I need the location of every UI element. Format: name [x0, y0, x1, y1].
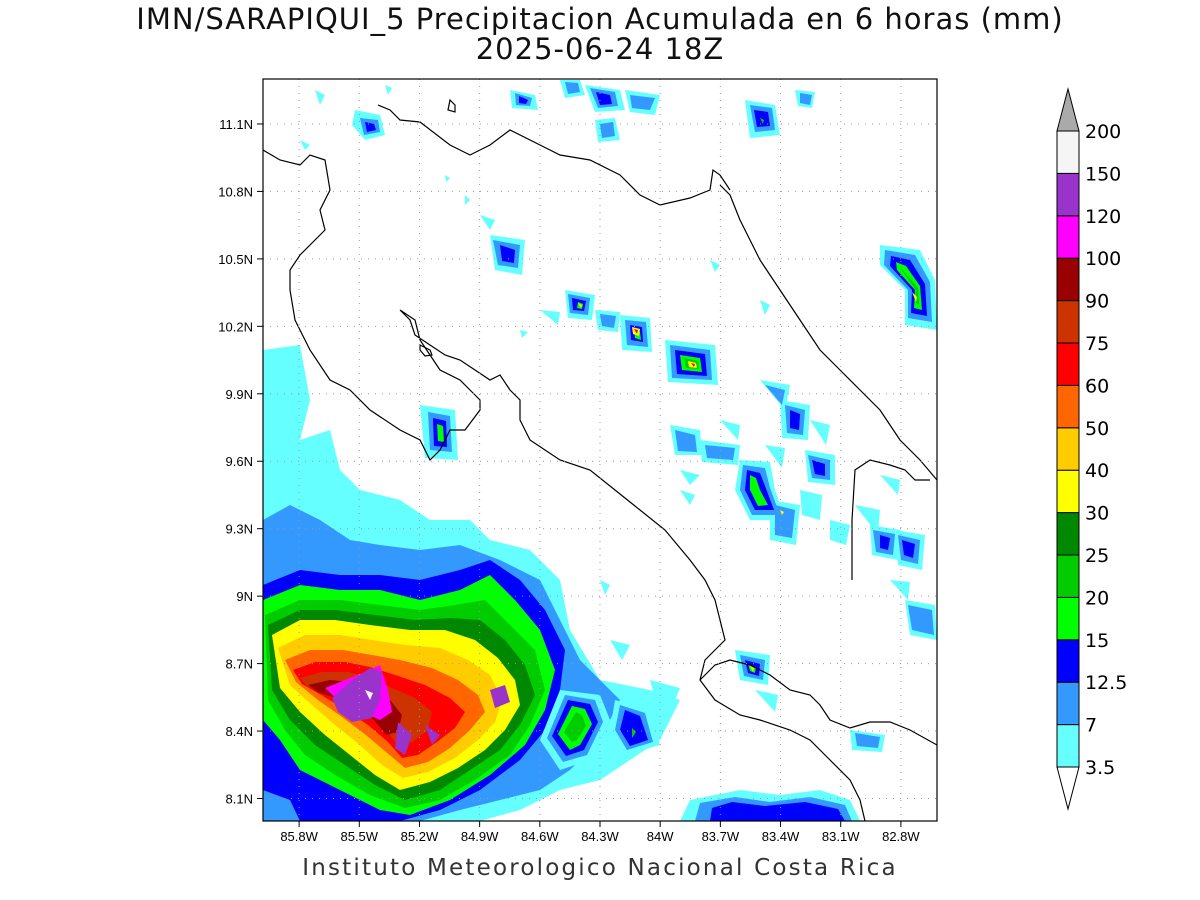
colorbar-under-arrow — [1056, 766, 1080, 811]
coastline-borders — [263, 98, 937, 821]
lat-tick-label: 8.4N — [226, 724, 253, 739]
map-subtitle: 2025-06-24 18Z — [475, 32, 725, 66]
colorbar-label: 60 — [1085, 375, 1109, 397]
colorbar-label: 3.5 — [1085, 757, 1115, 779]
colorbar-segment — [1056, 469, 1080, 514]
lat-tick-label: 11.1N — [219, 117, 253, 132]
lat-tick-label: 9.9N — [226, 387, 253, 402]
precip-contour-150 — [350, 685, 378, 712]
lon-tick-label: 83.7W — [702, 829, 740, 844]
footer-credit: Instituto Meteorologico Nacional Costa R… — [302, 855, 898, 881]
colorbar-segment — [1056, 681, 1080, 726]
map-gridlines — [263, 79, 937, 821]
lon-tick-label: 85.5W — [340, 829, 378, 844]
colorbar-label: 15 — [1085, 630, 1109, 652]
colorbar-over-arrow — [1056, 87, 1080, 132]
colorbar-label: 120 — [1085, 206, 1121, 228]
lat-tick-label: 8.7N — [226, 657, 253, 672]
colorbar-label: 12.5 — [1085, 672, 1127, 694]
colorbar-label: 7 — [1085, 715, 1097, 737]
scattered-cells — [300, 80, 937, 821]
colorbar-segment — [1056, 257, 1080, 302]
colorbar-label: 50 — [1085, 418, 1109, 440]
lat-tick-label: 10.8N — [218, 184, 253, 199]
colorbar-label: 75 — [1085, 333, 1109, 355]
colorbar-label: 200 — [1085, 121, 1121, 143]
colorbar-segment — [1056, 384, 1080, 429]
colorbar-segment — [1056, 172, 1080, 217]
colorbar-label: 20 — [1085, 587, 1109, 609]
panama-border — [851, 459, 930, 580]
colorbar-label: 25 — [1085, 545, 1109, 567]
colorbar-label: 90 — [1085, 291, 1109, 313]
nicaragua-border — [377, 104, 731, 206]
precipitation-field — [263, 80, 937, 821]
colorbar-segment — [1056, 215, 1080, 259]
colorbar-label: 100 — [1085, 248, 1121, 270]
lat-tick-label: 8.1N — [226, 792, 253, 807]
lat-tick-label: 9.3N — [226, 522, 253, 537]
caribbean-coast — [719, 184, 937, 481]
lon-tick-label: 83.4W — [762, 829, 800, 844]
lon-axis: 85.8W 85.5W 85.2W 84.9W 84.6W 84.3W 84W 83.7W 83… — [280, 821, 920, 844]
colorbar: 3.5 7 12.5 15 20 25 30 40 50 60 75 90 100 120 150 200 — [1056, 87, 1127, 811]
precip-contour-200 — [365, 690, 373, 700]
lat-tick-label: 9N — [236, 589, 253, 604]
colorbar-segment — [1056, 596, 1080, 641]
lat-axis: 11.1N 10.8N 10.5N 10.2N 9.9N 9.6N 9.3N 9N 8.7N 8.… — [218, 117, 263, 807]
lon-tick-label: 85.8W — [280, 829, 318, 844]
colorbar-segment — [1056, 554, 1080, 598]
lon-tick-label: 84W — [647, 829, 674, 844]
colorbar-segment — [1056, 130, 1080, 174]
colorbar-segment — [1056, 342, 1080, 386]
osa-peninsula — [699, 659, 937, 746]
pacific-coast-north — [263, 149, 866, 821]
colorbar-segment — [1056, 724, 1080, 768]
lon-tick-label: 83.1W — [822, 829, 860, 844]
lon-tick-label: 82.8W — [882, 829, 920, 844]
lat-tick-label: 10.2N — [218, 319, 253, 334]
lat-tick-label: 9.6N — [226, 454, 253, 469]
colorbar-label: 30 — [1085, 503, 1109, 525]
lon-tick-label: 84.9W — [461, 829, 499, 844]
lon-tick-label: 84.3W — [581, 829, 619, 844]
map-title: IMN/SARAPIQUI_5 Precipitacion Acumulada … — [136, 2, 1064, 36]
precip-contour-7 — [360, 82, 934, 821]
colorbar-segment — [1056, 300, 1080, 344]
lat-tick-label: 10.5N — [218, 252, 253, 267]
lon-tick-label: 84.6W — [521, 829, 559, 844]
lon-tick-label: 85.2W — [401, 829, 439, 844]
colorbar-segment — [1056, 427, 1080, 471]
colorbar-label: 40 — [1085, 460, 1109, 482]
colorbar-segment — [1056, 512, 1080, 556]
island — [447, 98, 456, 113]
nicoya-inlet — [419, 344, 433, 357]
colorbar-segment — [1056, 639, 1080, 683]
colorbar-label: 150 — [1085, 163, 1121, 185]
